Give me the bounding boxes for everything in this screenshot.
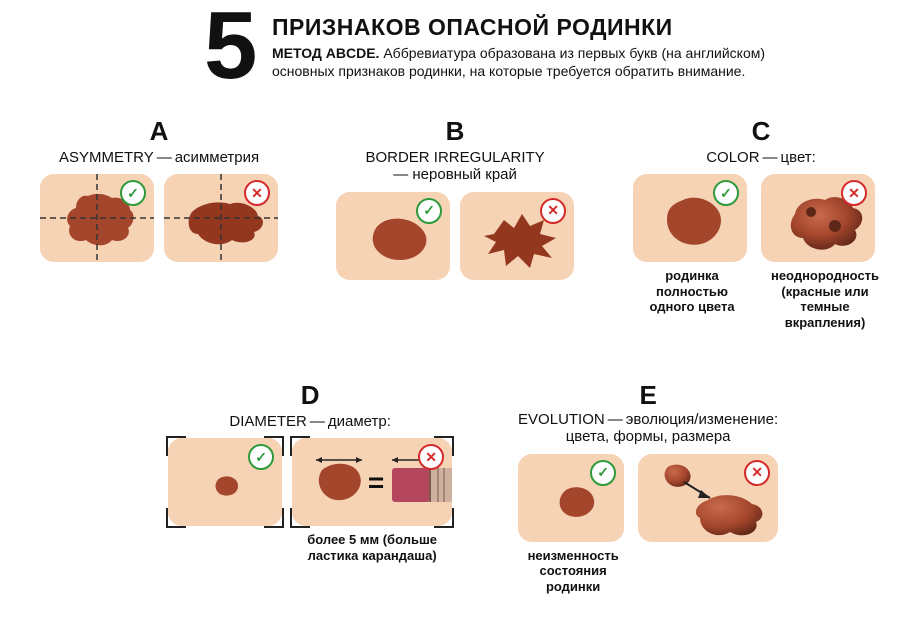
cross-icon: ✕	[540, 198, 566, 224]
sign-b-ru: неровный край	[412, 166, 517, 183]
sign-d-letter: D	[164, 380, 456, 411]
sign-c-ok-caption: родинка полностью одного цвета	[633, 268, 751, 315]
sign-b-eng: BORDER IRREGULARITY	[365, 149, 544, 166]
header: 5 ПРИЗНАКОВ ОПАСНОЙ РОДИНКИ МЕТОД ABCDE.…	[206, 14, 846, 80]
sign-b-name: BORDER IRREGULARITY — неровный край	[316, 149, 594, 184]
sign-d-bad-tile: = ✕	[292, 438, 452, 526]
sign-c-ru: цвет:	[781, 149, 816, 166]
check-icon: ✓	[416, 198, 442, 224]
sign-c-bad-caption: неоднородность (красные или темные вкрап…	[761, 268, 889, 330]
header-subtitle-bold: МЕТОД ABCDE.	[272, 45, 379, 61]
sign-a-eng: ASYMMETRY	[59, 149, 154, 166]
svg-text:=: =	[368, 467, 384, 498]
sign-b: B BORDER IRREGULARITY — неровный край ✓	[316, 116, 594, 331]
cross-icon: ✕	[744, 460, 770, 486]
row-abc: A ASYMMETRY—асимметрия ✓	[30, 116, 900, 331]
sign-c-name: COLOR—цвет:	[622, 149, 900, 166]
sign-e-bad-tile: ✕	[638, 454, 778, 542]
sign-a-ok-tile: ✓	[40, 174, 154, 262]
sign-a-name: ASYMMETRY—асимметрия	[30, 149, 288, 166]
sign-b-bad-tile: ✕	[460, 192, 574, 280]
sign-d-ok-tile: ✓	[168, 438, 282, 526]
sign-e-name: EVOLUTION—эволюция/изменение: цвета, фор…	[498, 411, 798, 446]
sign-b-ok-tile: ✓	[336, 192, 450, 280]
sign-d-ru: диаметр:	[328, 413, 391, 430]
sign-c-bad-tile: ✕	[761, 174, 875, 262]
sign-e-ok-caption: неизменность состояния родинки	[518, 548, 628, 595]
sign-d-eng: DIAMETER	[229, 413, 307, 430]
sign-d-name: DIAMETER—диаметр:	[164, 413, 456, 430]
sign-a-bad-tile: ✕	[164, 174, 278, 262]
sign-c-eng: COLOR	[706, 149, 759, 166]
sign-a-ru: асимметрия	[175, 149, 259, 166]
row-de: D DIAMETER—диаметр: ✓	[164, 380, 804, 594]
sign-e-letter: E	[492, 380, 804, 411]
infographic-root: 5 ПРИЗНАКОВ ОПАСНОЙ РОДИНКИ МЕТОД ABCDE.…	[0, 0, 914, 618]
sign-d: D DIAMETER—диаметр: ✓	[164, 380, 456, 594]
header-title: ПРИЗНАКОВ ОПАСНОЙ РОДИНКИ	[272, 14, 846, 41]
sign-c-ok-tile: ✓	[633, 174, 747, 262]
sign-c-letter: C	[622, 116, 900, 147]
big-five: 5	[204, 8, 253, 85]
sign-b-letter: B	[316, 116, 594, 147]
sign-e: E EVOLUTION—эволюция/изменение: цвета, ф…	[492, 380, 804, 594]
check-icon: ✓	[590, 460, 616, 486]
sign-a-letter: A	[30, 116, 288, 147]
sign-e-eng: EVOLUTION	[518, 411, 605, 428]
header-subtitle: МЕТОД ABCDE. Аббревиатура образована из …	[272, 45, 772, 80]
sign-d-bad-caption: более 5 мм (больше ластика карандаша)	[292, 532, 452, 563]
sign-e-ok-tile: ✓	[518, 454, 624, 542]
sign-a: A ASYMMETRY—асимметрия ✓	[30, 116, 288, 331]
sign-c: C COLOR—цвет: ✓ родинка полностью одного…	[622, 116, 900, 331]
